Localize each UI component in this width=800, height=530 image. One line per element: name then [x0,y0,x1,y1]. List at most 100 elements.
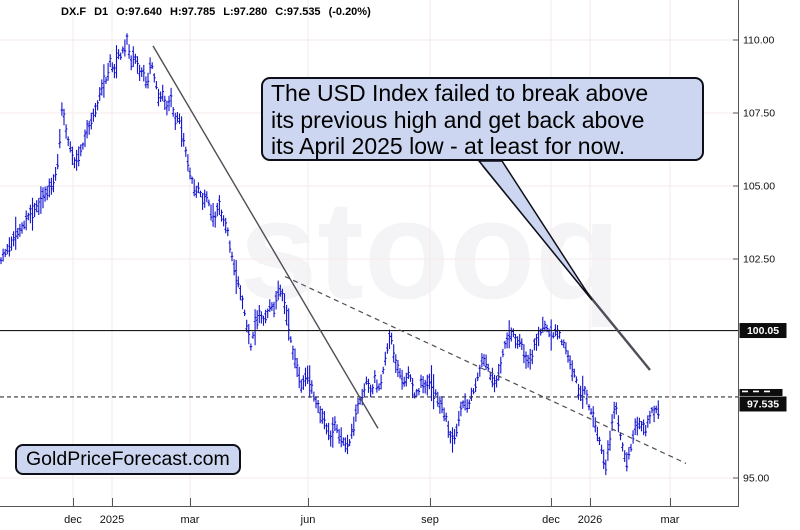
ohlc-bar [90,112,93,130]
ohlc-bar [205,191,209,202]
ohlc-bar [486,363,490,372]
ohlc-bar [92,108,95,122]
ohlc-bar [142,64,146,82]
ohlc-bar [507,320,511,349]
ohlc-bar [56,154,59,170]
ohlc-bar [308,365,311,398]
ohlc-bar [121,46,125,54]
ohlc-bar [612,401,616,419]
ohlc-bar [258,305,261,324]
ohlc-bar [85,120,89,139]
ohlc-bar [20,222,24,234]
ohlc-bar [447,420,450,438]
ohlc-bar [174,112,177,130]
x-axis-label: 2025 [100,514,124,526]
ohlc-bar [421,376,425,394]
ohlc-bar [119,52,122,60]
ohlc-bar [533,338,536,351]
ohlc-bar [73,157,76,169]
trendline-jan-2025-peak-downtrend [152,45,379,429]
ohlc-bar [234,260,238,294]
ohlc-bar [96,100,99,111]
ohlc-bar [287,308,290,341]
ohlc-bar [71,146,74,165]
ohlc-bar [87,120,91,135]
ohlc-bar [600,444,603,454]
ohlc-bar [134,53,137,64]
ohlc-bar [526,354,530,368]
ohlc-bar [125,33,129,45]
ohlc-bar [293,348,297,369]
x-axis-label: 2026 [578,514,602,526]
ohlc-bar [335,424,339,434]
ohlc-bar [407,366,410,379]
ohlc-bar [566,350,570,363]
ohlc-bar [440,396,444,414]
ohlc-bar [295,358,299,377]
ohlc-bar [537,326,540,347]
ohlc-bar [171,107,175,117]
ohlc-bar [62,108,66,126]
ohlc-bar [27,212,30,221]
ohlc-bar [155,81,158,90]
ohlc-bar [640,421,643,432]
ohlc-bar [350,423,353,439]
ohlc-bar [167,95,171,112]
y-axis-label: 102.50 [743,254,775,266]
annotation-callout: The USD Index failed to break above its … [261,77,704,161]
ohlc-bar [226,227,230,237]
ohlc-bar [371,384,374,395]
ohlc-bar [570,360,574,382]
high-value: H:97.785 [170,6,216,18]
ohlc-bar [237,276,240,288]
ohlc-bar [497,363,500,381]
y-axis-label: 110.00 [743,35,774,47]
ohlc-bar [136,56,139,74]
ohlc-bar [489,372,492,381]
ohlc-bar [159,91,162,102]
ohlc-bar [216,202,219,217]
annotation-line-2: its previous high and get back above [271,106,645,133]
ohlc-bar [1,248,5,262]
ohlc-bar [83,129,87,148]
ohlc-bar [455,423,458,437]
ohlc-bar [274,291,278,310]
ohlc-bar [12,231,15,247]
ohlc-bar [337,428,341,444]
ohlc-bar [484,354,488,370]
ohlc-bar [318,406,322,424]
ohlc-bar [10,236,13,251]
ohlc-bar [195,185,198,198]
y-axis-label: 107.50 [743,108,775,120]
x-axis-label: mar [181,514,200,526]
trendline-lower-highs-support-dashed [284,275,687,464]
ohlc-bar [539,328,542,336]
ohlc-bar [64,124,68,139]
ohlc-bar [581,375,584,409]
ohlc-bar [510,327,513,342]
ohlc-bar [459,401,463,417]
ohlc-bar [543,320,547,332]
ohlc-bar [377,383,381,391]
ohlc-bar [106,62,110,81]
ohlc-bar [449,430,452,444]
ohlc-bar [547,328,551,338]
ohlc-bar [127,44,131,59]
ohlc-bar [373,370,377,383]
ohlc-bar [594,417,597,433]
ohlc-bar [150,62,154,69]
current-price-label-text: 97.535 [747,399,779,411]
ohlc-bar [69,141,72,153]
ohlc-bar [587,404,591,411]
ohlc-bar [472,388,475,395]
ohlc-bar [178,113,181,125]
ohlc-bar [228,240,232,253]
ohlc-bar [642,419,645,436]
ohlc-bar [615,402,618,415]
annotation-line-1: The USD Index failed to break above [271,80,649,106]
ohlc-bar [390,332,393,345]
ohlc-bar [348,439,351,447]
ohlc-bar [264,309,267,324]
ohlc-bar [300,379,303,393]
ohlc-bar [522,344,526,364]
